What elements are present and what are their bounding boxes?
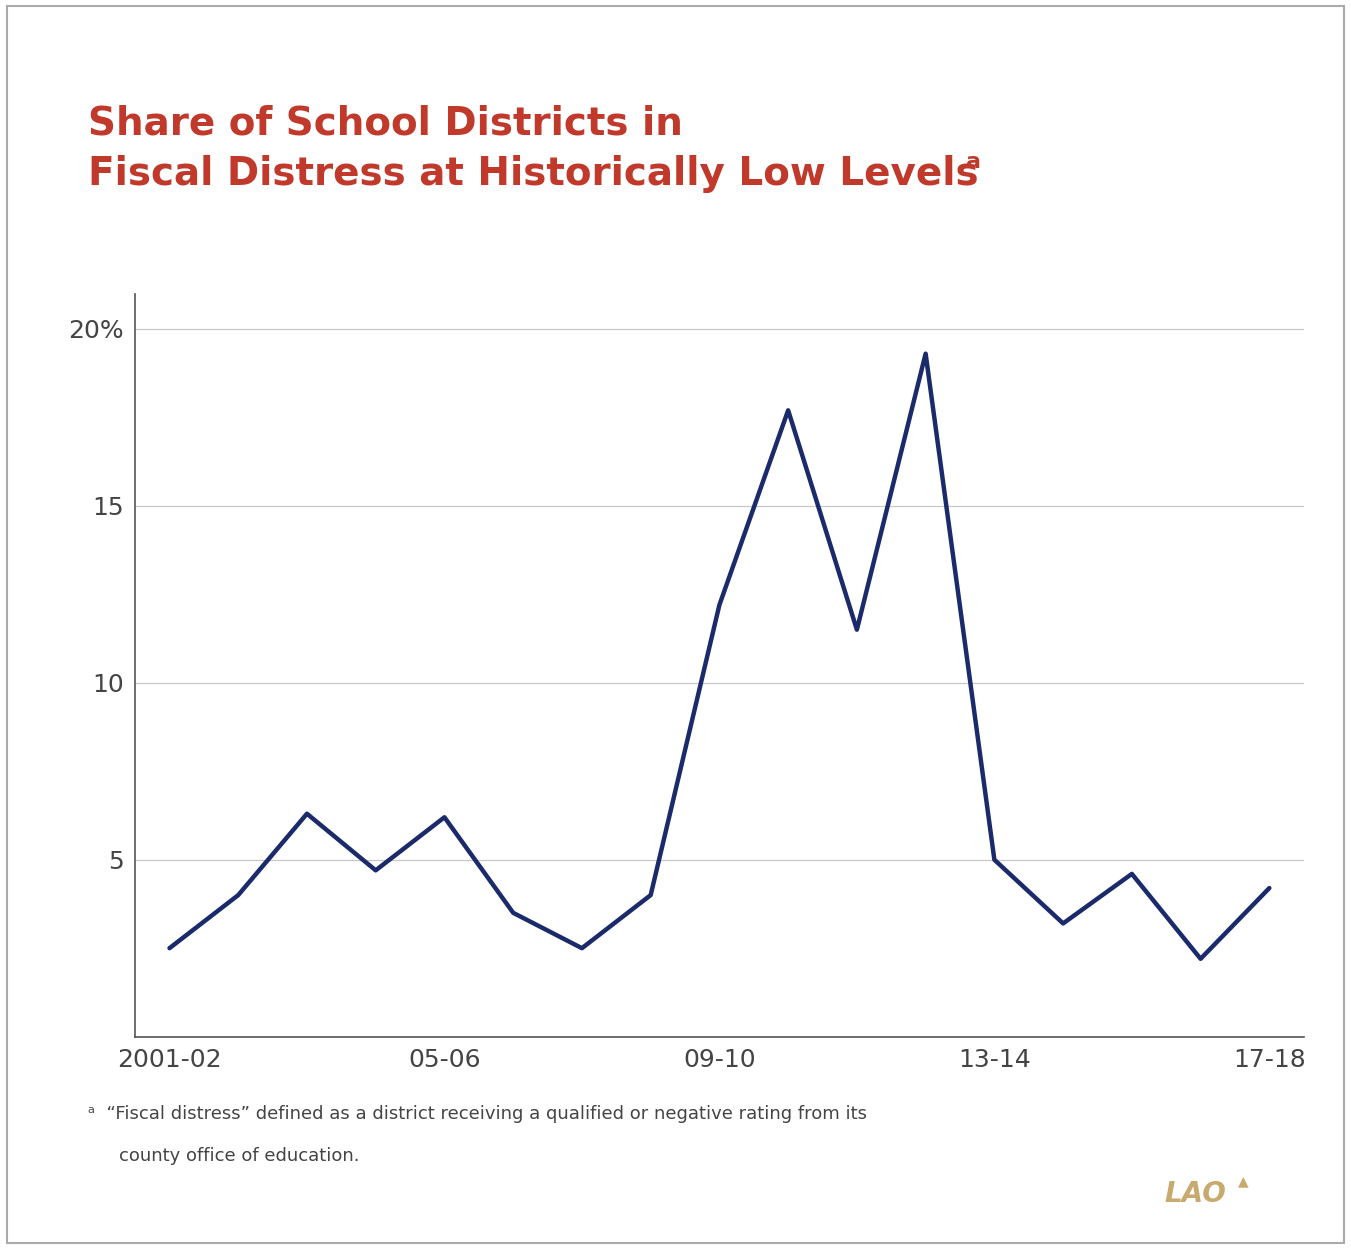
Text: LAO: LAO <box>1165 1180 1227 1208</box>
Text: a: a <box>966 152 981 172</box>
Text: Figure 29: Figure 29 <box>24 22 165 47</box>
Text: ▲: ▲ <box>1238 1174 1248 1188</box>
Text: Share of School Districts in: Share of School Districts in <box>88 105 682 142</box>
Text: Fiscal Distress at Historically Low Levels: Fiscal Distress at Historically Low Leve… <box>88 155 978 192</box>
Text: county office of education.: county office of education. <box>119 1147 359 1164</box>
Text: ᵃ  “Fiscal distress” defined as a district receiving a qualified or negative rat: ᵃ “Fiscal distress” defined as a distric… <box>88 1105 867 1123</box>
